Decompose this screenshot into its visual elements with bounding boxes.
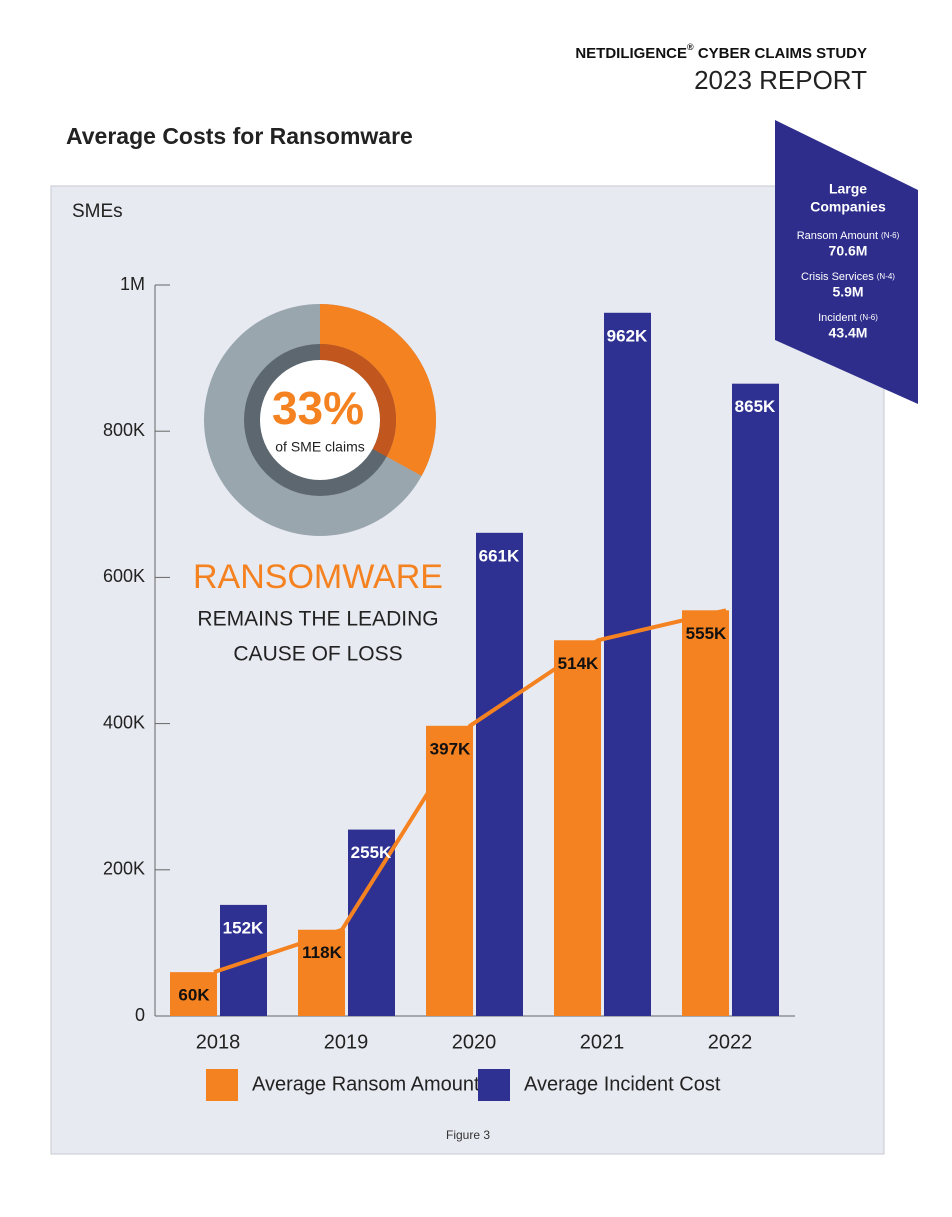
y-tick-label: 800K xyxy=(103,420,145,440)
item-label: Crisis Services xyxy=(801,271,874,283)
x-tick-label: 2021 xyxy=(580,1031,625,1053)
item-label: Ransom Amount xyxy=(797,230,878,242)
bar xyxy=(604,312,651,1016)
callout-line: REMAINS THE LEADING xyxy=(197,608,438,631)
value-label: 555K xyxy=(686,624,727,643)
header-brand: NETDILIGENCE® CYBER CLAIMS STUDY xyxy=(575,42,867,62)
banner-item-label: Incident (N-6) xyxy=(818,312,878,324)
legend-label: Average Ransom Amount xyxy=(252,1073,480,1095)
value-label: 865K xyxy=(735,397,776,416)
bar xyxy=(170,972,217,1016)
figure-caption: Figure 3 xyxy=(446,1128,490,1142)
value-label: 397K xyxy=(430,739,471,758)
callout-value: 33% xyxy=(272,382,364,434)
bar xyxy=(298,929,345,1016)
chart-subtitle: SMEs xyxy=(72,201,123,222)
registered-mark: ® xyxy=(687,42,694,52)
x-tick-label: 2020 xyxy=(452,1031,497,1053)
bar xyxy=(476,532,523,1016)
item-n: (N-4) xyxy=(877,272,896,281)
y-tick-label: 1M xyxy=(120,274,145,294)
value-label: 514K xyxy=(558,654,599,673)
item-n: (N-6) xyxy=(881,231,900,240)
value-label: 118K xyxy=(302,943,342,962)
value-label: 661K xyxy=(479,546,520,565)
x-tick-label: 2022 xyxy=(708,1031,753,1053)
callout-line: CAUSE OF LOSS xyxy=(233,643,402,666)
value-label: 152K xyxy=(223,918,264,937)
bar xyxy=(682,610,729,1016)
item-n: (N-6) xyxy=(860,313,879,322)
banner-title: Large xyxy=(829,181,867,197)
y-tick-label: 400K xyxy=(103,712,145,732)
banner-item-value: 70.6M xyxy=(829,243,868,259)
donut: 33% of SME claims xyxy=(204,304,436,536)
study-name: CYBER CLAIMS STUDY xyxy=(698,45,867,62)
legend-swatch xyxy=(478,1069,510,1101)
banner-item-value: 43.4M xyxy=(829,325,868,341)
chart-title: Average Costs for Ransomware xyxy=(66,123,413,149)
value-label: 255K xyxy=(351,843,392,862)
legend-swatch xyxy=(206,1069,238,1101)
callout-caption: of SME claims xyxy=(275,439,364,455)
donut-ring-slice xyxy=(320,344,397,457)
x-tick-label: 2019 xyxy=(324,1031,369,1053)
bar xyxy=(554,640,601,1016)
value-label: 962K xyxy=(607,326,648,345)
bar xyxy=(426,725,473,1016)
large-companies-banner xyxy=(775,120,918,404)
x-tick-label: 2018 xyxy=(196,1031,241,1053)
banner-item-label: Crisis Services (N-4) xyxy=(801,271,895,283)
y-tick-label: 0 xyxy=(135,1005,145,1025)
banner-title: Companies xyxy=(810,199,886,215)
bar xyxy=(732,383,779,1016)
y-tick-label: 600K xyxy=(103,566,145,586)
banner-item-label: Ransom Amount (N-6) xyxy=(797,230,900,242)
donut-hole xyxy=(260,360,380,480)
brand: NETDILIGENCE xyxy=(575,45,687,62)
callout-headline: RANSOMWARE xyxy=(193,558,443,596)
legend-label: Average Incident Cost xyxy=(524,1073,721,1095)
trend-line xyxy=(213,608,727,975)
item-label: Incident xyxy=(818,312,857,324)
banner-item-value: 5.9M xyxy=(832,284,863,300)
value-label: 60K xyxy=(178,986,210,1005)
y-tick-label: 200K xyxy=(103,859,145,879)
report-title: 2023 REPORT xyxy=(694,65,867,95)
